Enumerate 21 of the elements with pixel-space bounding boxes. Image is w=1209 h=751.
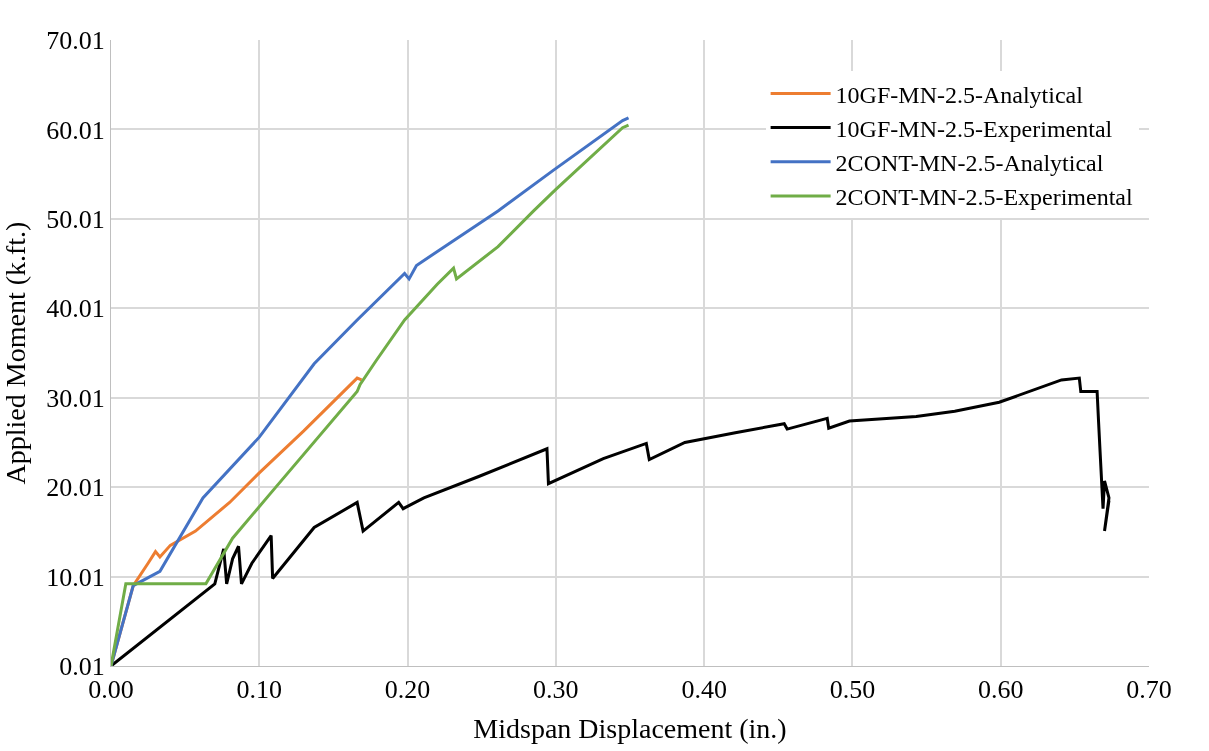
- legend-label: 10GF-MN-2.5-Analytical: [835, 81, 1084, 108]
- y-tick-label: 20.01: [46, 473, 105, 503]
- legend-label: 10GF-MN-2.5-Experimental: [835, 115, 1113, 142]
- y-axis-title: Applied Moment (k.ft.): [0, 221, 31, 485]
- legend-label: 2CONT-MN-2.5-Analytical: [835, 150, 1104, 177]
- y-tick-label: 30.01: [46, 383, 105, 413]
- legend-label: 2CONT-MN-2.5-Experimental: [835, 184, 1134, 211]
- x-tick-label: 0.30: [533, 675, 579, 705]
- x-axis-title: Midspan Displacement (in.): [473, 713, 787, 745]
- y-tick-label: 70.01: [46, 26, 105, 56]
- x-tick-label: 0.40: [681, 675, 727, 705]
- y-tick-label: 50.01: [46, 204, 105, 234]
- line-series: [111, 376, 1111, 666]
- x-tick-label: 0.50: [829, 675, 876, 705]
- x-tick-label: 0.20: [384, 675, 431, 705]
- x-tick-label: 0.70: [1126, 675, 1172, 705]
- y-tick-label: 40.01: [46, 294, 105, 324]
- x-tick-label: 0.60: [977, 675, 1024, 705]
- y-tick-label: 10.01: [46, 562, 105, 592]
- x-tick-label: 0.10: [236, 675, 283, 705]
- y-tick-label: 60.01: [46, 115, 105, 145]
